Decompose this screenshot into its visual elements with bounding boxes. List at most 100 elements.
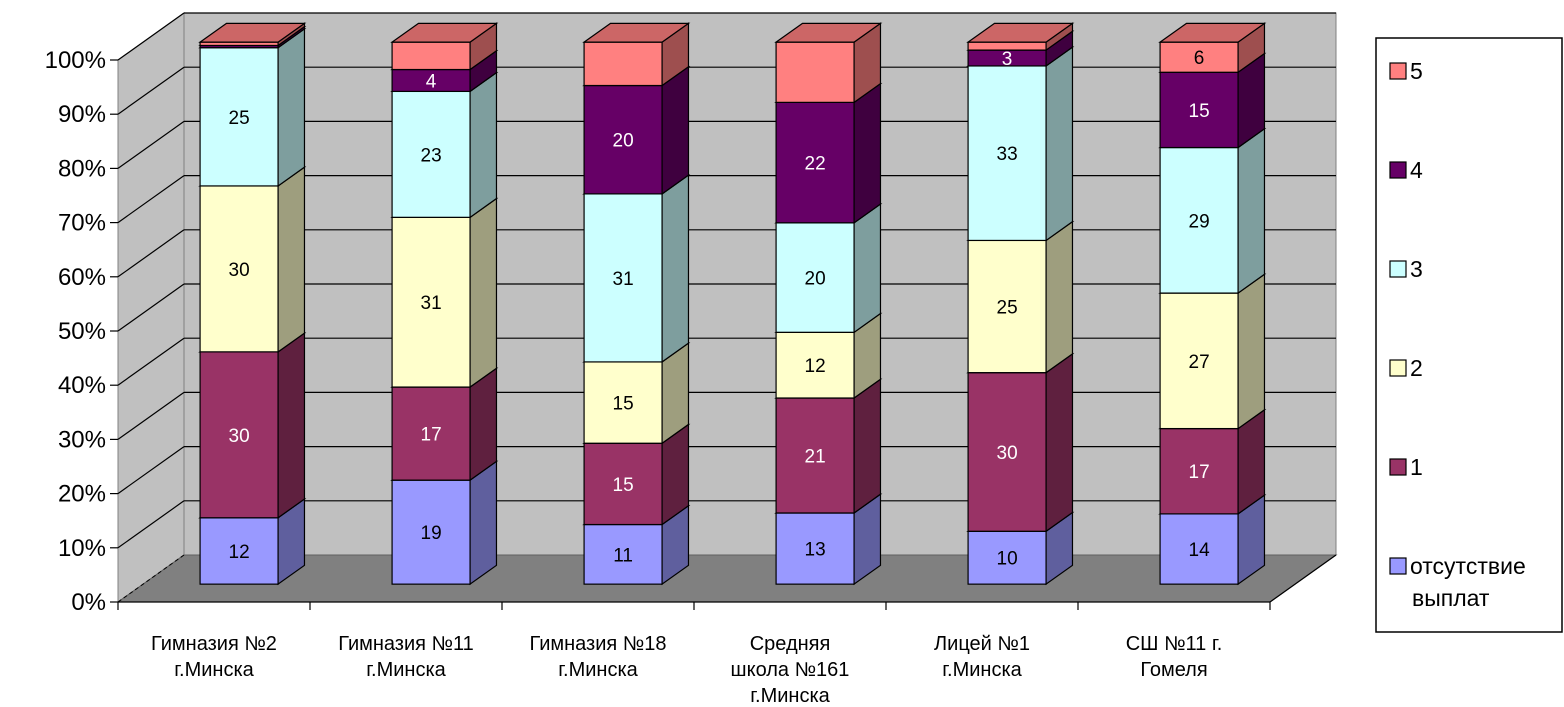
y-tick-label: 0%	[71, 589, 106, 616]
gridline	[117, 283, 185, 332]
x-category-label: Лицей №1 г.Минска	[934, 633, 1030, 681]
bar-top	[774, 22, 883, 43]
bar-segment: 6	[1158, 22, 1267, 74]
x-category-label: Гимназия №11 г.Минска	[338, 633, 474, 681]
gridline	[117, 337, 185, 386]
data-label: 20	[805, 269, 826, 290]
bar-front	[391, 479, 471, 585]
data-label: 11	[613, 545, 633, 566]
bar-front	[775, 331, 855, 399]
data-label: 4	[426, 71, 437, 92]
bar-side	[1237, 127, 1266, 295]
gridline	[117, 120, 185, 169]
bar-side	[1045, 45, 1074, 242]
data-label: 14	[1189, 540, 1211, 561]
data-label: 30	[229, 260, 250, 281]
data-label: 13	[805, 540, 826, 561]
data-label: 17	[1189, 462, 1210, 483]
bar-side	[1045, 352, 1074, 533]
data-label: 23	[421, 145, 442, 166]
data-label: 29	[1189, 211, 1210, 232]
legend-label: 3	[1410, 256, 1423, 282]
bar-front	[775, 222, 855, 333]
legend-label: 4	[1410, 157, 1423, 183]
x-category-label: СШ №11 г. Гомеля	[1126, 633, 1223, 681]
y-tick-label: 30%	[58, 426, 106, 453]
legend-swatch	[1389, 260, 1407, 278]
bar-segment: 23	[390, 71, 499, 219]
bar-segment: 15	[582, 341, 691, 445]
data-label: 15	[613, 475, 634, 496]
bar-front	[391, 386, 471, 481]
y-tick-label: 70%	[58, 210, 106, 237]
data-label: 6	[1194, 48, 1205, 69]
bar-side	[277, 27, 306, 188]
bar-front	[199, 517, 279, 585]
bar-side	[661, 65, 690, 196]
gridline	[117, 500, 185, 549]
bar-front	[199, 185, 279, 353]
gridline	[117, 175, 185, 224]
data-label: 31	[613, 269, 634, 290]
bar-top	[1158, 22, 1267, 43]
bar-segment: 31	[390, 197, 499, 389]
bar-front	[967, 530, 1047, 585]
bar-segment: 30	[966, 352, 1075, 533]
bar-segment	[774, 22, 883, 104]
data-label: 30	[997, 443, 1018, 464]
legend-label: 1	[1410, 454, 1423, 480]
legend-swatch	[1389, 161, 1407, 179]
data-label: 12	[229, 542, 250, 563]
bar-side	[469, 460, 498, 586]
data-label: 25	[997, 298, 1018, 319]
bar-segment: 17	[1158, 408, 1267, 516]
bar-top	[198, 22, 307, 43]
bar-front	[775, 101, 855, 224]
bar-segment	[582, 22, 691, 87]
bar-segment: 11	[582, 504, 691, 586]
bar-segment: 25	[198, 27, 307, 188]
bar-segment: 30	[198, 165, 307, 354]
x-category-label: Гимназия №2 г.Минска	[151, 633, 277, 681]
legend-label: отсутствие выплат	[1410, 553, 1526, 611]
legend-label: 5	[1410, 58, 1423, 84]
bar-side	[469, 367, 498, 482]
bar-side	[469, 197, 498, 389]
data-label: 10	[997, 549, 1018, 570]
data-label: 27	[1189, 352, 1210, 373]
bar-side	[853, 82, 882, 224]
y-tick-label: 40%	[58, 372, 106, 399]
gridline	[117, 391, 185, 440]
legend-label: 2	[1410, 355, 1423, 381]
x-axis-depth-edge	[1269, 554, 1337, 603]
bar-front	[583, 361, 663, 444]
data-label: 15	[613, 394, 634, 415]
bar-front	[1159, 427, 1239, 515]
bar-side	[277, 165, 306, 354]
bar-side	[1237, 273, 1266, 430]
bar-front	[199, 47, 279, 187]
bar-side	[277, 331, 306, 519]
bar-top	[966, 22, 1075, 43]
bar-segment: 21	[774, 378, 883, 515]
bar-front	[775, 41, 855, 103]
gridline	[117, 66, 185, 115]
gridline	[117, 446, 185, 495]
bar-front	[199, 351, 279, 519]
legend-swatch	[1389, 359, 1407, 377]
bar-front	[967, 65, 1047, 242]
bar-side	[661, 173, 690, 364]
data-label: 33	[997, 144, 1018, 165]
bar-side	[853, 378, 882, 515]
y-tick-label: 50%	[58, 318, 106, 345]
bar-side	[853, 202, 882, 334]
bar-segment: 33	[966, 45, 1075, 242]
legend: 5 4 3 2 1 отсутствие выплат	[1375, 37, 1563, 633]
data-label: 19	[421, 523, 442, 544]
y-tick-label: 20%	[58, 481, 106, 508]
bar-segment: 30	[198, 331, 307, 519]
bar-front	[391, 216, 471, 388]
bar-top	[390, 22, 499, 43]
data-label: 30	[229, 426, 250, 447]
y-tick-label: 80%	[58, 155, 106, 182]
